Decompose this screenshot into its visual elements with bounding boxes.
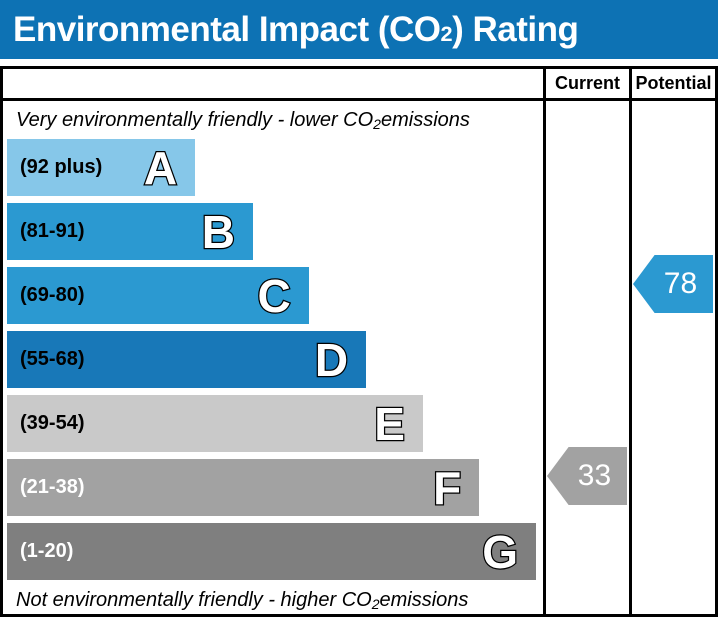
rating-bar: (81-91) B <box>7 203 254 260</box>
top-note-subscript: 2 <box>373 115 381 132</box>
band-letter: B <box>201 205 237 258</box>
header-spacer <box>3 69 543 101</box>
band-range-label: (55-68) <box>20 348 85 370</box>
current-column: 33 <box>543 101 629 614</box>
band-range-label: (39-54) <box>20 412 85 434</box>
title-subscript: 2 <box>440 21 453 47</box>
current-rating-value: 33 <box>577 459 612 492</box>
rating-band: (39-54) E <box>7 395 543 459</box>
rating-bar: (55-68) D <box>7 331 367 388</box>
header-current: Current <box>543 69 629 101</box>
bottom-note-text-end: emissions <box>379 589 469 611</box>
top-note: Very environmentally friendly - lower CO… <box>7 101 543 139</box>
title-text: Environmental Impact (CO <box>13 9 441 49</box>
band-range-label: (1-20) <box>20 540 74 562</box>
rating-band: (81-91) B <box>7 203 543 267</box>
page-title: Environmental Impact (CO 2) Rating <box>0 0 718 59</box>
rating-bar: (21-38) F <box>7 459 480 516</box>
header-potential: Potential <box>629 69 715 101</box>
rating-bar: (92 plus) A <box>7 139 196 196</box>
rating-bar: (1-20) G <box>7 523 537 580</box>
rating-bar: (69-80) C <box>7 267 309 324</box>
band-letter: F <box>432 461 463 514</box>
potential-rating-arrow: 78 <box>633 255 713 313</box>
top-note-text-end: emissions <box>380 108 470 131</box>
rating-band: (21-38) F <box>7 459 543 523</box>
epc-rating-table: Current Potential Very environmentally f… <box>0 66 718 617</box>
band-letter: G <box>481 525 519 578</box>
rating-band: (55-68) D <box>7 331 543 395</box>
bands: (92 plus) A (81-91) B (69-80) C (55-68) … <box>7 139 543 587</box>
band-range-label: (81-91) <box>20 220 85 242</box>
bottom-note-text: Not environmentally friendly - higher CO <box>16 589 372 611</box>
potential-rating-value: 78 <box>663 267 698 300</box>
band-letter: D <box>314 333 350 386</box>
rating-bar: (39-54) E <box>7 395 423 452</box>
bottom-note: Not environmentally friendly - higher CO… <box>7 587 543 614</box>
current-rating-arrow: 33 <box>547 447 627 505</box>
band-range-label: (69-80) <box>20 284 85 306</box>
potential-column: 78 <box>629 101 715 614</box>
band-letter: C <box>256 269 292 322</box>
rating-band: (92 plus) A <box>7 139 543 203</box>
bottom-note-subscript: 2 <box>371 596 380 613</box>
rating-band: (1-20) G <box>7 523 543 587</box>
top-note-text: Very environmentally friendly - lower CO <box>16 108 374 131</box>
band-range-label: (92 plus) <box>20 156 103 178</box>
band-letter: A <box>143 141 179 194</box>
rating-bars-area: Very environmentally friendly - lower CO… <box>3 101 543 614</box>
rating-band: (69-80) C <box>7 267 543 331</box>
band-range-label: (21-38) <box>20 476 85 498</box>
band-letter: E <box>373 397 406 450</box>
title-text-end: ) Rating <box>452 9 579 49</box>
